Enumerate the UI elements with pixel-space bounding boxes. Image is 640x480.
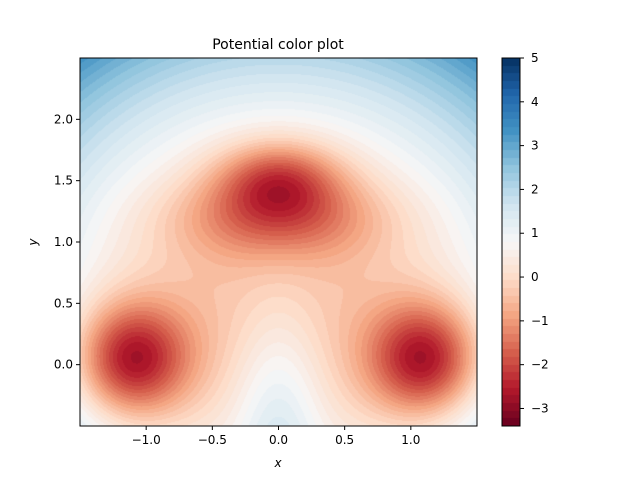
colorbar-tick-label: 4 [531,95,539,109]
colorbar-tick-label: 2 [531,182,539,196]
x-axis: −1.0 −0.5 0.0 0.5 1.0 [132,426,420,447]
colorbar: −3 −2 −1 0 1 2 3 4 5 [501,51,549,427]
colorbar-tick-label: 3 [531,139,539,153]
y-axis: 0.0 0.5 1.0 1.5 2.0 [54,112,80,372]
colorbar-tick-label: −2 [531,358,549,372]
plot-area [79,57,478,427]
y-tick-label: 1.5 [54,174,73,188]
y-tick-label: 0.5 [54,296,73,310]
y-tick-label: 0.0 [54,358,73,372]
colorbar-frame [501,57,521,427]
colorbar-tick-label: 1 [531,226,539,240]
colorbar-tick-label: 5 [531,51,539,65]
colorbar-tick-label: −1 [531,314,549,328]
y-tick-label: 2.0 [54,112,73,126]
x-tick-label: −0.5 [198,433,227,447]
potential-heatmap [80,58,477,426]
colorbar-tick-label: −3 [531,401,549,415]
colorbar-ticks: −3 −2 −1 0 1 2 3 4 5 [520,51,549,415]
chart-title: Potential color plot [212,37,344,53]
x-tick-label: −1.0 [132,433,161,447]
y-tick-label: 1.0 [54,235,73,249]
y-axis-label: y [26,238,40,247]
x-axis-label: x [273,456,282,470]
colorbar-tick-label: 0 [531,270,539,284]
x-tick-label: 0.5 [335,433,354,447]
colorbar-gradient [502,58,520,426]
x-tick-label: 1.0 [401,433,420,447]
x-tick-label: 0.0 [269,433,288,447]
